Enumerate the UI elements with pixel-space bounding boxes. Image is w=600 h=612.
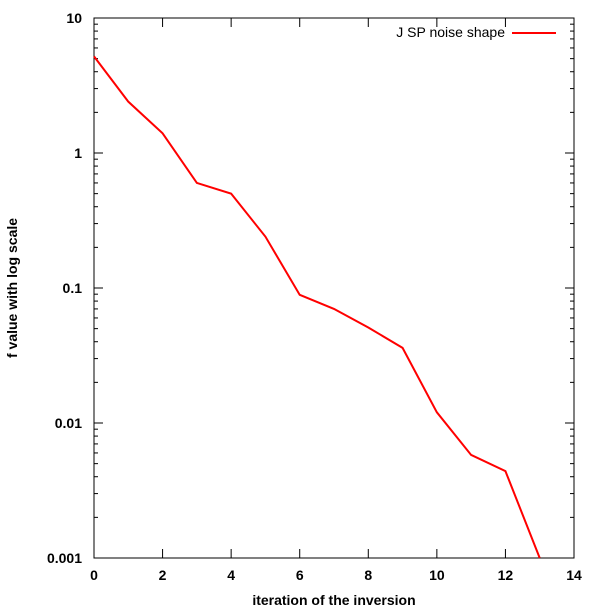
x-tick-label: 2 <box>159 567 167 583</box>
series-line <box>93 55 541 559</box>
legend: J SP noise shape <box>396 24 556 40</box>
y-tick-label: 0.1 <box>63 280 83 296</box>
x-tick-label: 6 <box>296 567 304 583</box>
x-axis-title: iteration of the inversion <box>252 592 415 608</box>
axis-ticks <box>93 17 575 559</box>
x-tick-label: 10 <box>429 567 445 583</box>
x-tick-label: 4 <box>227 567 235 583</box>
x-tick-label: 14 <box>566 567 582 583</box>
plot-frame <box>93 17 575 559</box>
x-tick-label: 8 <box>364 567 372 583</box>
y-tick-label: 0.001 <box>47 550 82 566</box>
y-tick-label: 1 <box>74 145 82 161</box>
y-tick-label: 0.01 <box>55 415 82 431</box>
x-tick-label: 12 <box>498 567 514 583</box>
y-tick-label: 10 <box>66 10 82 26</box>
y-axis-title: f value with log scale <box>4 218 20 358</box>
x-tick-label: 0 <box>90 567 98 583</box>
axis-tick-labels: 0 2 4 6 8 10 12 14 0.001 0.01 0.1 1 10 <box>47 10 582 583</box>
legend-label: J SP noise shape <box>396 24 505 40</box>
series-group <box>93 55 541 559</box>
